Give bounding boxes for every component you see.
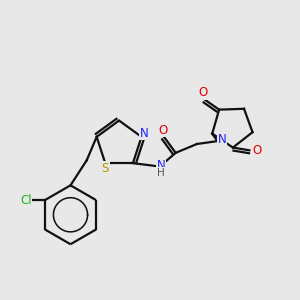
Text: Cl: Cl [20,194,32,207]
Text: O: O [252,144,262,157]
Text: N: N [140,127,148,140]
Text: H: H [157,168,165,178]
Text: S: S [102,162,109,175]
Text: O: O [159,124,168,137]
Text: N: N [218,133,226,146]
Text: O: O [198,86,208,99]
Text: N: N [157,159,165,172]
